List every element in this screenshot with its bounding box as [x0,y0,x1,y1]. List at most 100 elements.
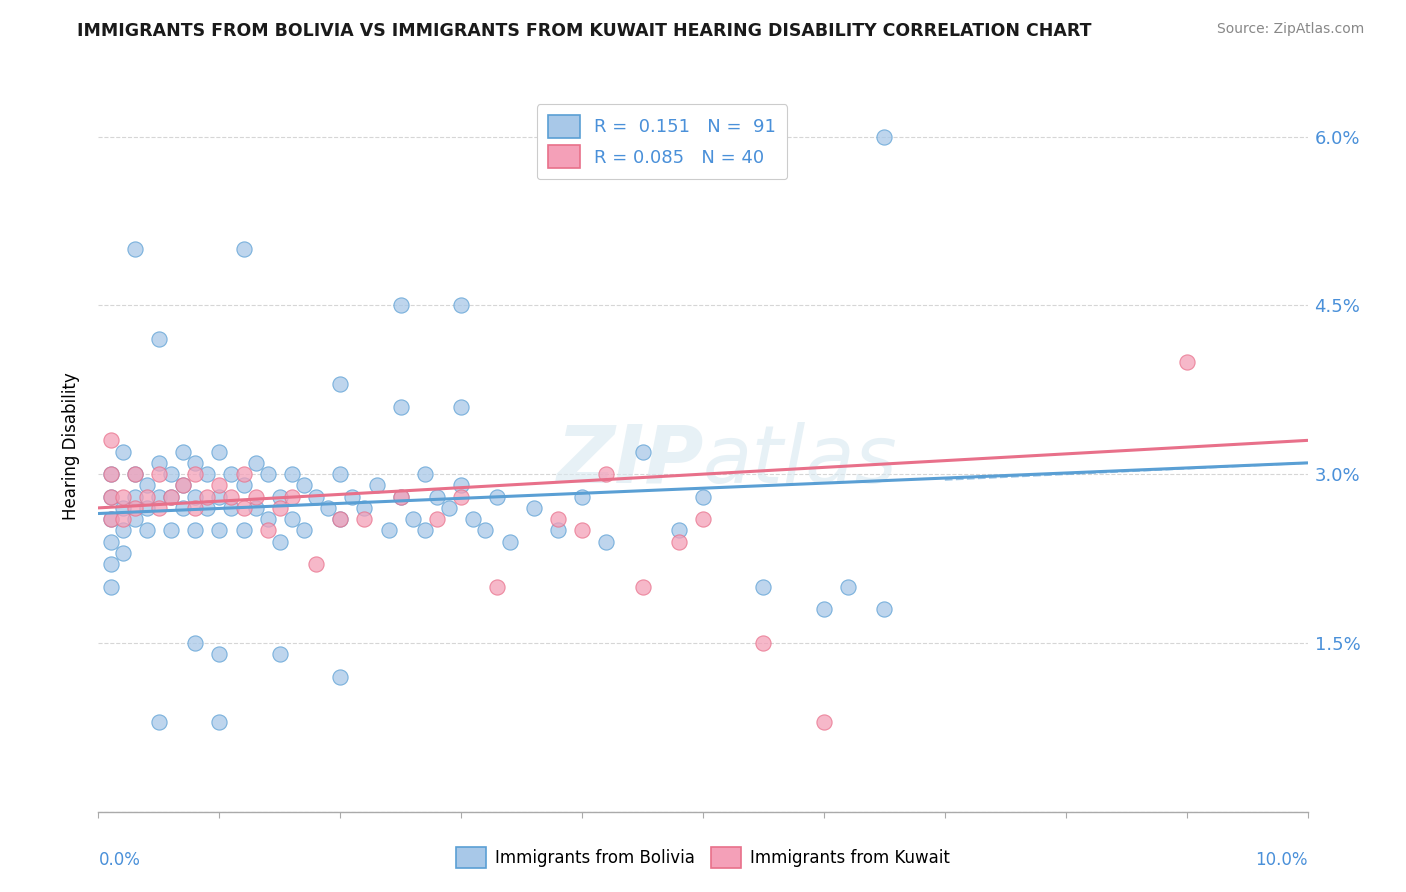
Point [135,490,157,504]
Point [316,500,339,515]
Point [245,500,267,515]
Point [135,524,157,538]
Point [100,557,122,571]
Point [148,490,170,504]
Point [111,546,134,560]
Point [160,467,183,482]
Point [245,456,267,470]
Point [160,524,183,538]
Point [221,490,243,504]
Point [269,534,291,549]
Point [269,647,291,661]
Point [148,500,170,515]
Text: 10.0%: 10.0% [1256,851,1308,869]
Point [752,636,775,650]
Point [389,298,412,312]
Point [873,602,896,616]
Point [450,490,472,504]
Point [329,512,352,526]
Point [124,512,146,526]
Point [195,467,218,482]
Point [353,500,375,515]
Point [100,512,122,526]
Point [148,332,170,346]
Point [668,524,690,538]
Point [100,467,122,482]
Point [111,490,134,504]
Point [245,490,267,504]
Point [329,512,352,526]
Point [595,534,617,549]
Point [208,478,231,492]
Point [184,467,207,482]
Point [256,512,278,526]
Point [100,534,122,549]
Point [208,647,231,661]
Point [184,500,207,515]
Point [256,467,278,482]
Point [111,524,134,538]
Point [571,524,593,538]
Point [281,490,304,504]
Point [148,467,170,482]
Point [160,490,183,504]
Point [195,500,218,515]
Point [413,467,436,482]
Point [437,500,460,515]
Text: atlas: atlas [703,422,898,500]
Point [329,377,352,392]
Point [692,490,714,504]
Point [232,467,254,482]
Point [111,500,134,515]
Point [498,534,520,549]
Point [474,524,496,538]
Point [450,298,472,312]
Point [631,580,654,594]
Point [571,490,593,504]
Point [486,490,509,504]
Point [135,478,157,492]
Point [208,490,231,504]
Point [281,467,304,482]
Point [837,580,859,594]
Point [1175,354,1198,368]
Text: 0.0%: 0.0% [98,851,141,869]
Point [135,500,157,515]
Point [184,524,207,538]
Point [329,467,352,482]
Point [100,467,122,482]
Point [100,490,122,504]
Point [547,524,569,538]
Point [172,444,194,458]
Point [184,636,207,650]
Point [389,490,412,504]
Point [813,714,835,729]
Point [752,580,775,594]
Point [292,478,315,492]
Text: IMMIGRANTS FROM BOLIVIA VS IMMIGRANTS FROM KUWAIT HEARING DISABILITY CORRELATION: IMMIGRANTS FROM BOLIVIA VS IMMIGRANTS FR… [77,22,1092,40]
Point [124,467,146,482]
Point [172,500,194,515]
Point [232,500,254,515]
Point [184,456,207,470]
Point [873,129,896,144]
Point [100,434,122,448]
Point [221,500,243,515]
Point [377,524,399,538]
Point [292,524,315,538]
Point [100,490,122,504]
Point [208,714,231,729]
Point [124,242,146,256]
Point [124,467,146,482]
Point [692,512,714,526]
Point [463,512,485,526]
Point [668,534,690,549]
Point [148,456,170,470]
Point [353,512,375,526]
Point [450,400,472,414]
Point [413,524,436,538]
Point [100,580,122,594]
Point [426,512,449,526]
Point [111,444,134,458]
Point [160,490,183,504]
